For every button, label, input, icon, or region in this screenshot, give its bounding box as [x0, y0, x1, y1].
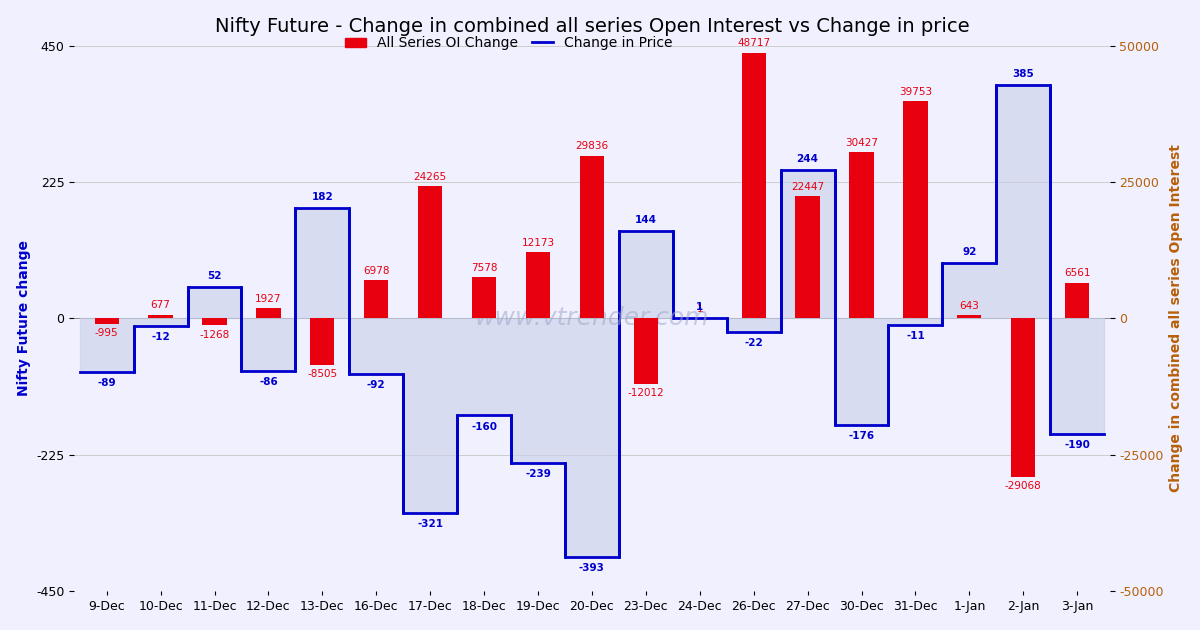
Bar [796, 196, 820, 318]
Bar [418, 186, 443, 318]
Bar [958, 315, 982, 318]
Text: -12012: -12012 [628, 388, 665, 398]
Text: 30427: 30427 [845, 138, 878, 148]
Bar [311, 318, 335, 365]
Bar [364, 280, 389, 318]
Text: 12173: 12173 [522, 238, 554, 248]
Text: 182: 182 [312, 192, 334, 202]
Bar [472, 277, 497, 318]
Text: 643: 643 [960, 301, 979, 311]
Y-axis label: Nifty Future change: Nifty Future change [17, 241, 31, 396]
Text: 144: 144 [635, 215, 656, 225]
Text: -11: -11 [906, 331, 925, 341]
Bar [526, 252, 550, 318]
Bar [257, 308, 281, 318]
Bar [580, 156, 604, 318]
Text: 6978: 6978 [364, 266, 390, 276]
Text: 92: 92 [962, 246, 977, 256]
Text: 24265: 24265 [414, 172, 446, 182]
Text: -1268: -1268 [199, 329, 229, 340]
Bar [904, 101, 928, 318]
Text: 1: 1 [696, 302, 703, 312]
Text: 22447: 22447 [791, 181, 824, 192]
Bar [850, 152, 874, 318]
Title: Nifty Future - Change in combined all series Open Interest vs Change in price: Nifty Future - Change in combined all se… [215, 16, 970, 36]
Text: -29068: -29068 [1004, 481, 1042, 491]
Text: 39753: 39753 [899, 87, 932, 97]
Text: 48717: 48717 [737, 38, 770, 49]
Text: -8505: -8505 [307, 369, 337, 379]
Text: 7578: 7578 [470, 263, 497, 273]
Text: -22: -22 [744, 338, 763, 348]
Y-axis label: Change in combined all series Open Interest: Change in combined all series Open Inter… [1169, 144, 1183, 493]
Text: www.vtrender.com: www.vtrender.com [475, 306, 709, 330]
Text: -995: -995 [95, 328, 119, 338]
Text: 244: 244 [797, 154, 818, 164]
Text: -160: -160 [472, 421, 497, 432]
Bar [634, 318, 658, 384]
Bar [149, 315, 173, 318]
Text: 6561: 6561 [1064, 268, 1091, 278]
Text: 677: 677 [151, 301, 170, 311]
Text: -176: -176 [848, 431, 875, 441]
Bar [742, 52, 766, 318]
Legend: All Series OI Change, Change in Price: All Series OI Change, Change in Price [340, 31, 678, 56]
Bar [203, 318, 227, 325]
Text: 1: 1 [696, 304, 703, 314]
Text: -393: -393 [578, 563, 605, 573]
Text: -86: -86 [259, 377, 278, 387]
Text: -190: -190 [1064, 440, 1090, 450]
Bar [1066, 283, 1090, 318]
Text: -89: -89 [97, 379, 116, 389]
Text: 385: 385 [1013, 69, 1034, 79]
Bar [1012, 318, 1036, 477]
Text: 52: 52 [208, 271, 222, 281]
Text: 29836: 29836 [575, 141, 608, 151]
Text: 1927: 1927 [256, 294, 282, 304]
Bar [95, 318, 119, 324]
Text: -239: -239 [526, 469, 551, 479]
Text: -321: -321 [418, 519, 443, 529]
Text: -12: -12 [151, 332, 170, 341]
Text: -92: -92 [367, 381, 385, 390]
